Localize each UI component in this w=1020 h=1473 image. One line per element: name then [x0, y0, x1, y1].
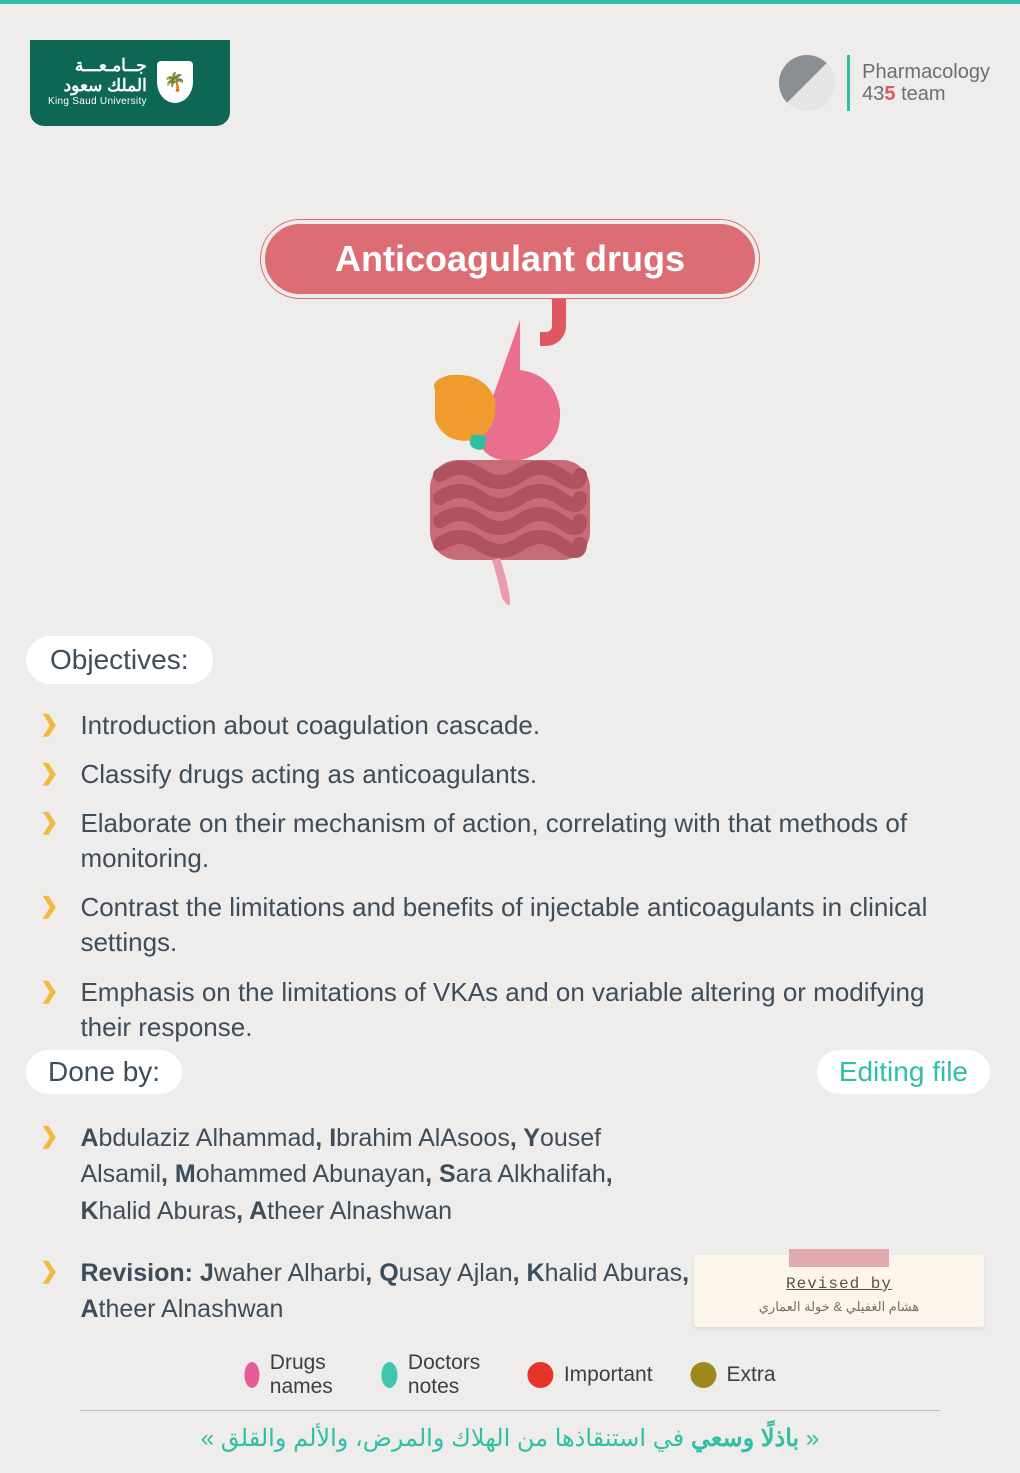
legend-label: Extra	[727, 1363, 776, 1387]
top-accent-bar	[0, 0, 1020, 4]
legend-label: Doctors notes	[408, 1351, 490, 1399]
editing-file-link[interactable]: Editing file	[817, 1050, 990, 1094]
chevron-icon: ❯	[40, 978, 58, 1004]
doneby-heading: Done by:	[26, 1050, 182, 1094]
quote-divider	[80, 1410, 940, 1411]
legend-dot	[244, 1362, 259, 1388]
revised-by-card: Revised by هشام الغفيلي & خولة العماري	[694, 1255, 984, 1327]
revised-names: هشام الغفيلي & خولة العماري	[694, 1299, 984, 1315]
objective-text: Emphasis on the limitations of VKAs and …	[80, 975, 970, 1045]
objective-text: Contrast the limitations and benefits of…	[80, 890, 970, 960]
objective-item: ❯ Emphasis on the limitations of VKAs and…	[40, 975, 970, 1045]
header: جــامـعـــة الملك سعود King Saud Univers…	[0, 40, 1020, 126]
objectives-heading: Objectives:	[26, 636, 213, 684]
ksu-ar-2: الملك سعود	[48, 76, 147, 96]
team-text: Pharmacology 435 team	[862, 61, 990, 105]
objective-item: ❯ Classify drugs acting as anticoagulants…	[40, 757, 970, 792]
ksu-logo-text: جــامـعـــة الملك سعود King Saud Univers…	[48, 56, 147, 109]
objectives-list: ❯ Introduction about coagulation cascade.…	[40, 708, 970, 1059]
contributors-item: ❯ Abdulaziz Alhammad, Ibrahim AlAsoos, Y…	[40, 1120, 690, 1229]
doneby-row: Done by: Editing file	[0, 1050, 1020, 1094]
legend-item: Important	[528, 1362, 653, 1388]
legend-dot	[381, 1362, 397, 1388]
tape-icon	[789, 1249, 889, 1267]
ksu-logo: جــامـعـــة الملك سعود King Saud Univers…	[30, 40, 230, 126]
objective-text: Classify drugs acting as anticoagulants.	[80, 757, 537, 792]
team-logo: Pharmacology 435 team	[779, 40, 990, 126]
team-line1: Pharmacology	[862, 61, 990, 83]
legend-label: Important	[564, 1363, 653, 1387]
gi-tract-icon	[380, 320, 640, 610]
chevron-icon: ❯	[40, 760, 58, 786]
liver-icon	[434, 375, 495, 441]
footer-quote: « باذلًا وسعي في استنقاذها من الهلاك وال…	[0, 1424, 1020, 1453]
objective-item: ❯ Contrast the limitations and benefits o…	[40, 890, 970, 960]
objective-item: ❯ Elaborate on their mechanism of action,…	[40, 806, 970, 876]
color-legend: Drugs names Doctors notes Important Extra	[244, 1351, 775, 1399]
revised-title: Revised by	[694, 1275, 984, 1293]
objective-item: ❯ Introduction about coagulation cascade.	[40, 708, 970, 743]
brain-icon	[779, 55, 835, 111]
ksu-en: King Saud University	[48, 96, 147, 108]
team-line2: 435 team	[862, 83, 990, 105]
shield-icon: 🌴	[157, 61, 193, 103]
contributors-list: ❯ Abdulaziz Alhammad, Ibrahim AlAsoos, Y…	[40, 1120, 690, 1353]
revision-text: Revision: Jwaher Alharbi, Qusay Ajlan, K…	[80, 1255, 690, 1328]
legend-item: Drugs names	[244, 1351, 343, 1399]
objective-text: Introduction about coagulation cascade.	[80, 708, 540, 743]
legend-item: Extra	[691, 1362, 776, 1388]
chevron-icon: ❯	[40, 1123, 58, 1149]
legend-dot	[691, 1362, 717, 1388]
legend-label: Drugs names	[270, 1351, 344, 1399]
legend-item: Doctors notes	[381, 1351, 489, 1399]
chevron-icon: ❯	[40, 1258, 58, 1284]
chevron-icon: ❯	[40, 809, 58, 835]
revision-item: ❯ Revision: Jwaher Alharbi, Qusay Ajlan,…	[40, 1255, 690, 1328]
page-title: Anticoagulant drugs	[261, 220, 759, 298]
ksu-ar-1: جــامـعـــة	[48, 56, 147, 76]
chevron-icon: ❯	[40, 893, 58, 919]
gallbladder-icon	[470, 435, 486, 450]
objective-text: Elaborate on their mechanism of action, …	[80, 806, 970, 876]
contributors-text: Abdulaziz Alhammad, Ibrahim AlAsoos, You…	[80, 1120, 690, 1229]
chevron-icon: ❯	[40, 711, 58, 737]
legend-dot	[528, 1362, 554, 1388]
intestine-icon	[430, 460, 590, 605]
team-divider	[847, 55, 850, 111]
